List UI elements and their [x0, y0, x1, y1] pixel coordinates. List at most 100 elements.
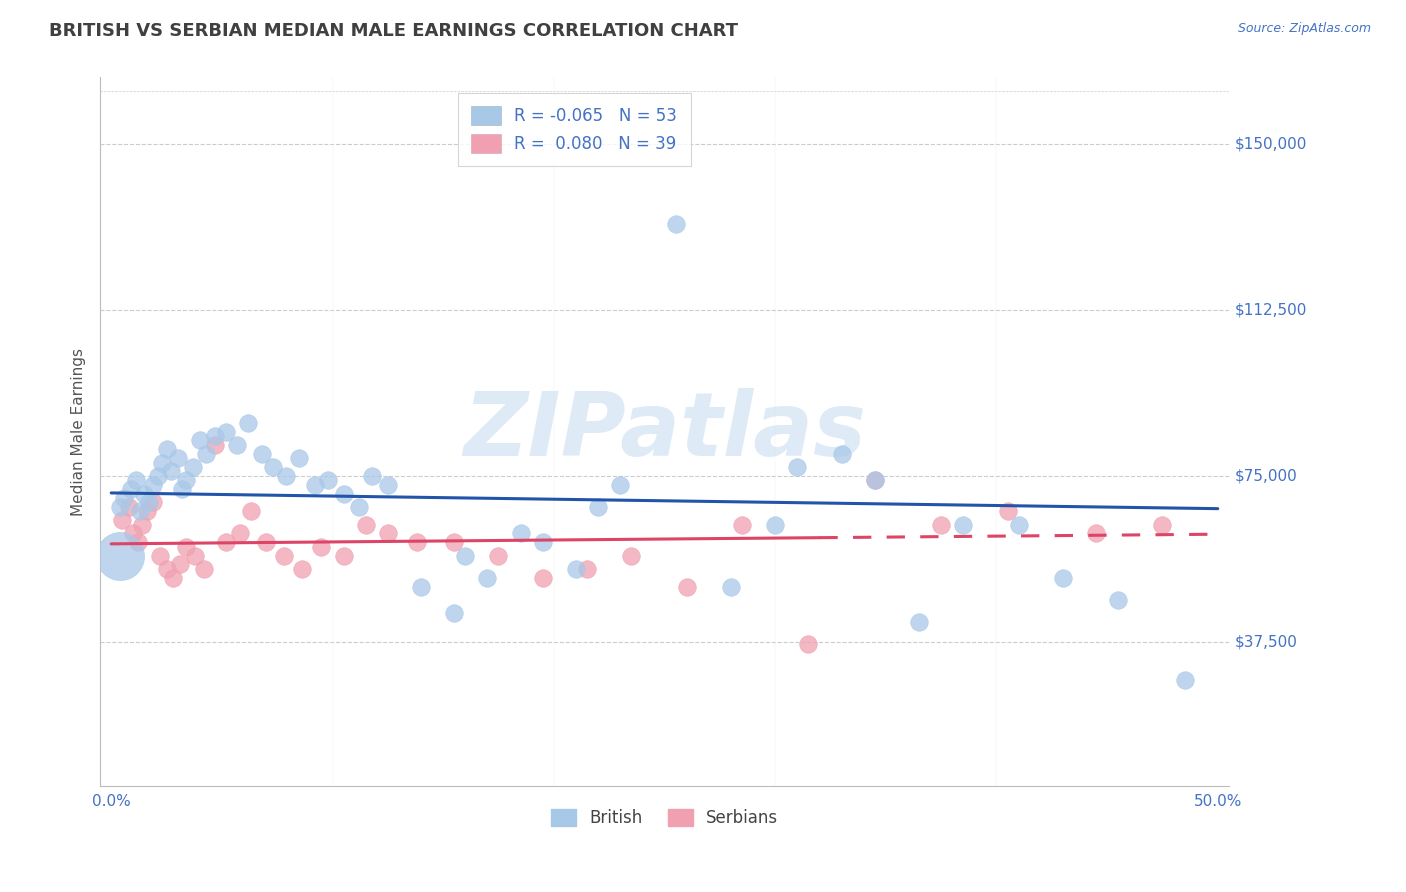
Point — [316, 473, 339, 487]
Text: $112,500: $112,500 — [1234, 302, 1306, 318]
Point — [409, 580, 432, 594]
Point — [290, 562, 312, 576]
Point — [863, 473, 886, 487]
Point — [262, 460, 284, 475]
Text: BRITISH VS SERBIAN MEDIAN MALE EARNINGS CORRELATION CHART: BRITISH VS SERBIAN MEDIAN MALE EARNINGS … — [49, 22, 738, 40]
Point — [129, 504, 152, 518]
Point — [181, 460, 204, 475]
Point — [675, 580, 697, 594]
Text: Source: ZipAtlas.com: Source: ZipAtlas.com — [1237, 22, 1371, 36]
Point — [405, 535, 427, 549]
Point — [138, 495, 160, 509]
Point — [1007, 517, 1029, 532]
Point — [531, 535, 554, 549]
Point — [166, 451, 188, 466]
Point — [620, 549, 643, 563]
Point — [146, 469, 169, 483]
Point — [488, 549, 510, 563]
Point — [120, 482, 142, 496]
Point — [1107, 592, 1129, 607]
Point — [377, 526, 399, 541]
Point — [763, 517, 786, 532]
Point — [155, 562, 177, 576]
Point — [215, 425, 238, 439]
Point — [204, 438, 226, 452]
Text: ZIPatlas: ZIPatlas — [463, 388, 866, 475]
Point — [311, 540, 333, 554]
Point — [509, 526, 531, 541]
Point — [195, 447, 218, 461]
Point — [142, 477, 165, 491]
Point — [176, 540, 198, 554]
Point — [127, 535, 149, 549]
Point — [609, 477, 631, 491]
Y-axis label: Median Male Earnings: Median Male Earnings — [72, 348, 86, 516]
Point — [354, 517, 377, 532]
Point — [160, 465, 183, 479]
Point — [188, 434, 211, 448]
Text: $150,000: $150,000 — [1234, 136, 1306, 152]
Point — [150, 456, 173, 470]
Point — [254, 535, 277, 549]
Point — [162, 571, 184, 585]
Point — [155, 442, 177, 457]
Point — [170, 482, 193, 496]
Point — [239, 504, 262, 518]
Point — [952, 517, 974, 532]
Point — [114, 491, 136, 505]
Point — [273, 549, 295, 563]
Point — [332, 486, 354, 500]
Point — [477, 571, 499, 585]
Point — [576, 562, 599, 576]
Text: $75,000: $75,000 — [1234, 468, 1298, 483]
Point — [377, 477, 399, 491]
Point — [332, 549, 354, 563]
Point — [863, 473, 886, 487]
Point — [250, 447, 273, 461]
Point — [122, 526, 145, 541]
Point — [1152, 517, 1174, 532]
Point — [288, 451, 311, 466]
Point — [169, 558, 191, 572]
Point — [797, 637, 820, 651]
Point — [997, 504, 1019, 518]
Point — [228, 526, 250, 541]
Point — [204, 429, 226, 443]
Point — [786, 460, 808, 475]
Point — [226, 438, 249, 452]
Point — [586, 500, 609, 514]
Point — [443, 606, 465, 620]
Point — [565, 562, 588, 576]
Point — [176, 473, 198, 487]
Point — [135, 504, 157, 518]
Point — [1052, 571, 1074, 585]
Legend: British, Serbians: British, Serbians — [544, 803, 785, 834]
Point — [531, 571, 554, 585]
Point — [1173, 673, 1195, 687]
Point — [361, 469, 384, 483]
Point — [134, 486, 156, 500]
Point — [720, 580, 742, 594]
Point — [731, 517, 754, 532]
Point — [118, 500, 141, 514]
Point — [108, 549, 131, 563]
Point — [1085, 526, 1108, 541]
Point — [108, 500, 131, 514]
Point — [238, 416, 260, 430]
Point — [274, 469, 297, 483]
Point — [929, 517, 952, 532]
Point — [347, 500, 370, 514]
Point — [908, 615, 931, 629]
Point — [304, 477, 326, 491]
Point — [664, 217, 686, 231]
Point — [124, 473, 146, 487]
Point — [215, 535, 238, 549]
Point — [142, 495, 165, 509]
Point — [149, 549, 172, 563]
Point — [193, 562, 215, 576]
Point — [831, 447, 853, 461]
Point — [443, 535, 465, 549]
Point — [184, 549, 207, 563]
Text: $37,500: $37,500 — [1234, 634, 1298, 649]
Point — [131, 517, 153, 532]
